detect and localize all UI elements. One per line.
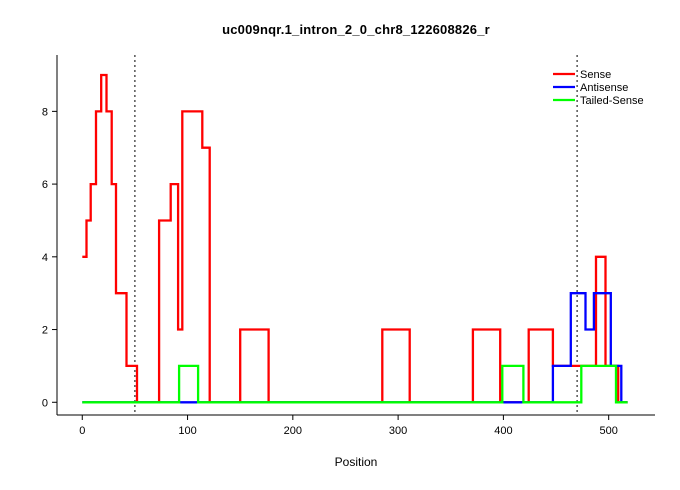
series-line-antisense [82, 292, 628, 404]
y-tick-label: 0 [42, 397, 48, 409]
x-tick-label: 400 [494, 425, 512, 437]
legend-label-antisense: Antisense [580, 82, 628, 94]
chart-title: uc009nqr.1_intron_2_0_chr8_122608826_r [222, 22, 490, 37]
series-line-tailed-sense [82, 364, 628, 404]
legend-label-tailed-sense: Tailed-Sense [580, 95, 644, 107]
x-tick-label: 500 [599, 425, 617, 437]
y-tick-label: 8 [42, 106, 48, 118]
x-tick-label: 300 [389, 425, 407, 437]
y-tick-label: 2 [42, 325, 48, 337]
y-tick-label: 6 [42, 179, 48, 191]
y-tick-label: 4 [42, 252, 48, 264]
series-line-sense [82, 73, 628, 404]
x-tick-label: 200 [284, 425, 302, 437]
x-tick-label: 0 [79, 425, 85, 437]
x-tick-label: 100 [178, 425, 196, 437]
legend-label-sense: Sense [580, 69, 611, 81]
x-axis-label: Position [334, 455, 378, 469]
